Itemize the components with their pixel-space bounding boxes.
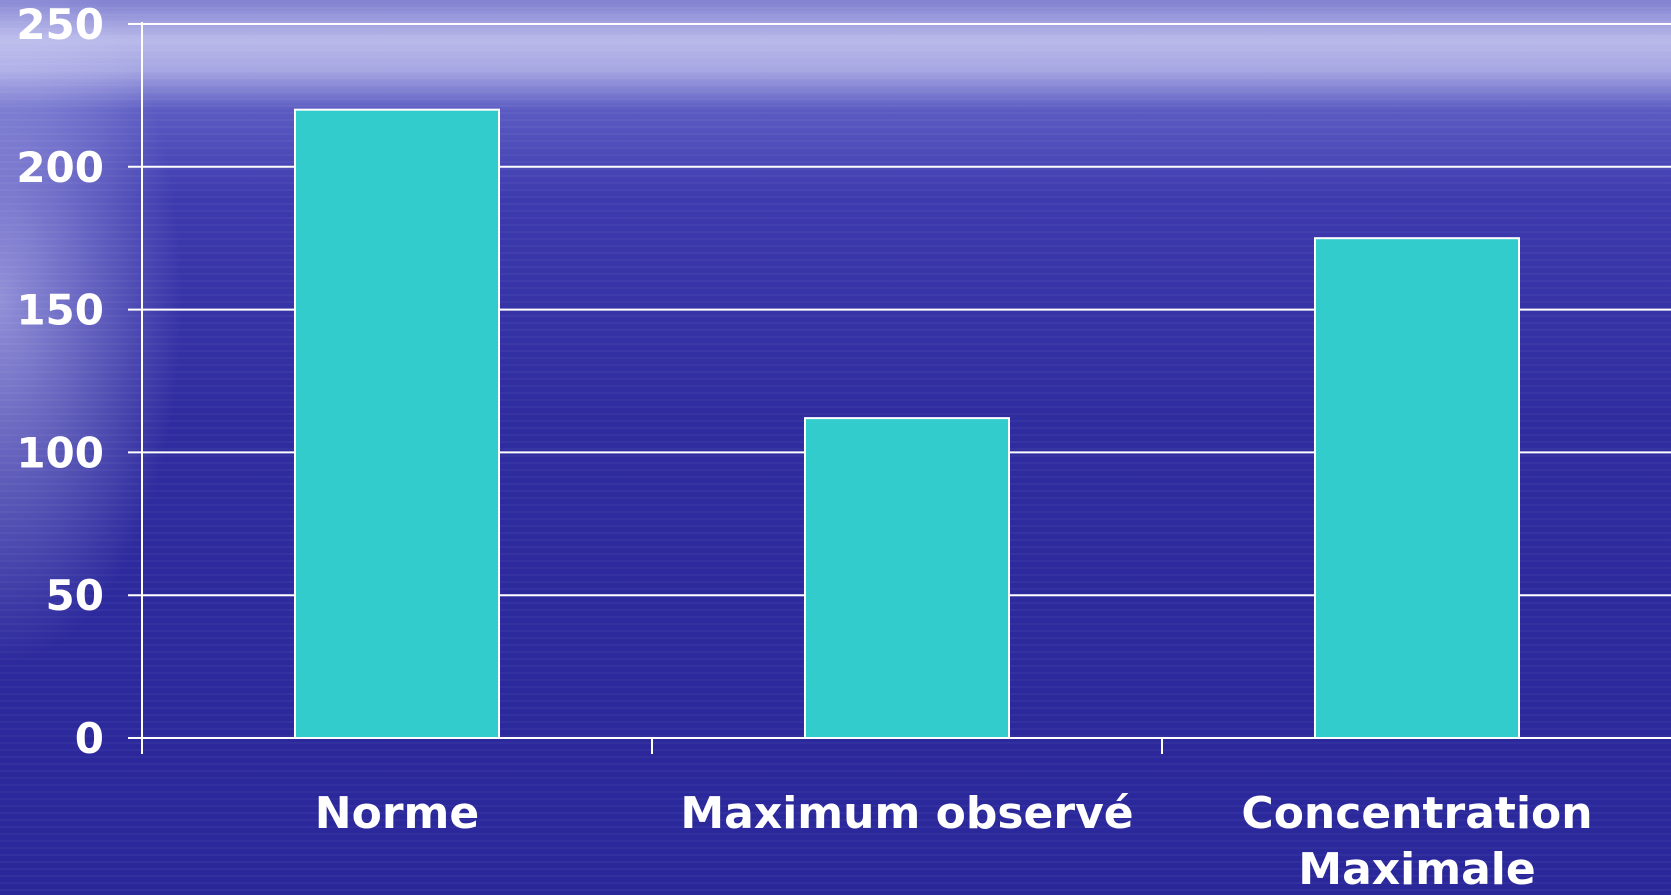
y-tick-labels: 0 50 100 150 200 250 [16, 0, 104, 763]
x-category-label-3-line-2: Maximale [1298, 844, 1535, 895]
bar-1 [294, 108, 500, 740]
y-tick-label-100: 100 [16, 428, 104, 477]
bars [294, 108, 1520, 740]
x-category-label-2: Maximum observé [680, 788, 1133, 839]
x-category-label-1: Norme [315, 788, 479, 839]
x-category-labels: Norme Maximum observé ConcentrationMaximal… [315, 788, 1593, 895]
y-tick-label-50: 50 [46, 571, 104, 620]
bar-3 [1314, 237, 1520, 739]
axes [128, 22, 1671, 754]
bar-2 [804, 417, 1010, 739]
y-tick-label-150: 150 [16, 286, 104, 335]
y-tick-label-0: 0 [75, 714, 104, 763]
y-tick-label-200: 200 [16, 143, 104, 192]
x-category-label-3-line-1: Concentration [1241, 788, 1592, 839]
y-tick-label-250: 250 [16, 0, 104, 49]
